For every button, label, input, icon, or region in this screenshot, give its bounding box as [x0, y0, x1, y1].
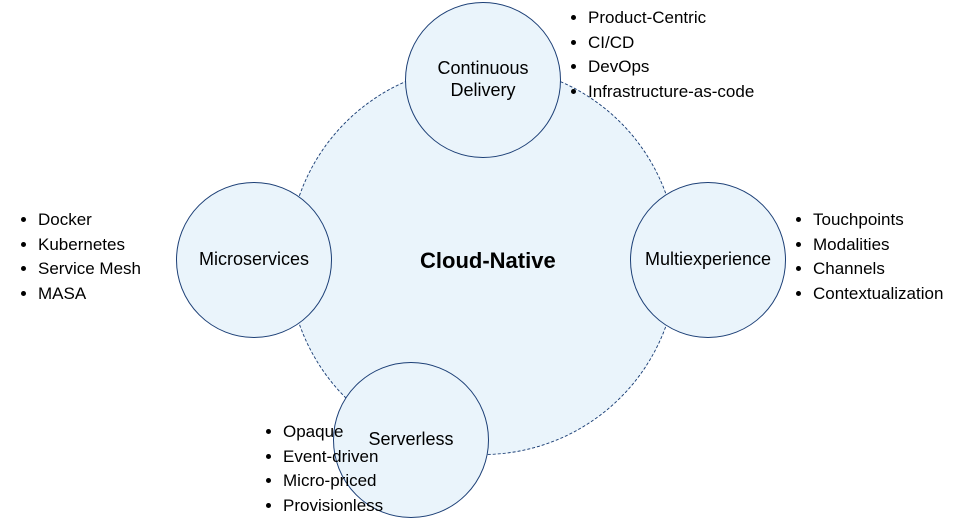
- list-item: Event-driven: [283, 445, 383, 470]
- node-microservices: Microservices: [176, 182, 332, 338]
- list-item: Provisionless: [283, 494, 383, 519]
- node-multiexperience-label: Multiexperience: [645, 249, 771, 271]
- list-item: Kubernetes: [38, 233, 141, 258]
- node-microservices-label: Microservices: [199, 249, 309, 271]
- list-item: Modalities: [813, 233, 943, 258]
- list-item: Opaque: [283, 420, 383, 445]
- bullets-microservices: DockerKubernetesService MeshMASA: [20, 208, 141, 307]
- bullets-continuous-delivery: Product-CentricCI/CDDevOpsInfrastructure…: [570, 6, 754, 105]
- list-item: Product-Centric: [588, 6, 754, 31]
- node-continuous-delivery: Continuous Delivery: [405, 2, 561, 158]
- diagram-stage: Continuous Delivery Microservices Multie…: [0, 0, 967, 531]
- list-item: Micro-priced: [283, 469, 383, 494]
- node-multiexperience: Multiexperience: [630, 182, 786, 338]
- list-item: Service Mesh: [38, 257, 141, 282]
- list-item: Touchpoints: [813, 208, 943, 233]
- list-item: DevOps: [588, 55, 754, 80]
- list-item: CI/CD: [588, 31, 754, 56]
- list-item: Infrastructure-as-code: [588, 80, 754, 105]
- node-continuous-delivery-label: Continuous Delivery: [437, 58, 528, 101]
- center-label: Cloud-Native: [420, 248, 556, 274]
- list-item: MASA: [38, 282, 141, 307]
- list-item: Channels: [813, 257, 943, 282]
- bullets-multiexperience: TouchpointsModalitiesChannelsContextuali…: [795, 208, 943, 307]
- bullets-serverless: OpaqueEvent-drivenMicro-pricedProvisionl…: [265, 420, 383, 519]
- list-item: Contextualization: [813, 282, 943, 307]
- list-item: Docker: [38, 208, 141, 233]
